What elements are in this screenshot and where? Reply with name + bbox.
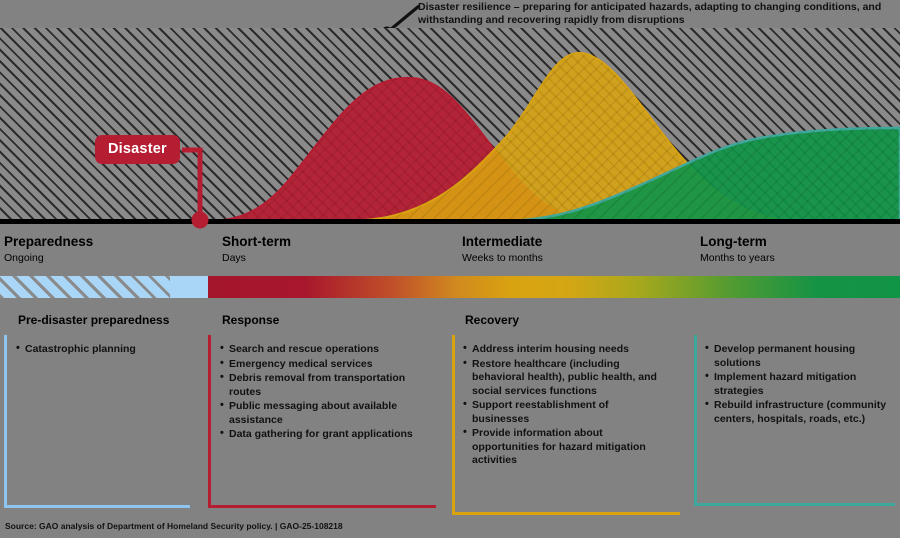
phase-title: Short-term — [222, 234, 292, 249]
list-item: Provide information about opportunities … — [463, 426, 663, 468]
bullet-list-preparedness: Catastrophic planning — [16, 342, 191, 358]
list-item: Restore healthcare (including behavioral… — [463, 357, 663, 399]
bracket-vertical — [694, 335, 697, 506]
phase-gradient-bar — [0, 276, 900, 298]
phase-subtitle: Weeks to months — [462, 252, 543, 264]
source-note: Source: GAO analysis of Department of Ho… — [5, 521, 343, 531]
list-item: Develop permanent housing solutions — [705, 342, 890, 370]
phase-subtitle: Days — [222, 252, 246, 264]
preparedness-striped-bar — [0, 276, 208, 298]
phase-header-long-term: Long-term Months to years — [700, 234, 775, 265]
bracket-horizontal — [694, 503, 895, 506]
bracket-vertical — [208, 335, 211, 508]
list-item: Rebuild infrastructure (community center… — [705, 398, 890, 426]
list-item: Emergency medical services — [220, 357, 420, 372]
bracket-vertical — [452, 335, 455, 515]
list-item: Address interim housing needs — [463, 342, 663, 357]
phase-title: Long-term — [700, 234, 767, 249]
bullet-list-long-term: Develop permanent housing solutions Impl… — [705, 342, 890, 427]
list-item: Search and rescue operations — [220, 342, 420, 357]
column-heading: Pre-disaster preparedness — [18, 313, 170, 327]
disaster-callout: Disaster — [95, 135, 180, 164]
list-item: Implement hazard mitigation strategies — [705, 370, 890, 398]
bracket-long-term — [694, 335, 895, 506]
column-heading: Response — [222, 313, 280, 327]
bullet-list-response: Search and rescue operations Emergency m… — [220, 342, 420, 443]
phase-title: Preparedness — [4, 234, 94, 249]
list-item: Support reestablishment of businesses — [463, 398, 663, 426]
list-item: Debris removal from transportation route… — [220, 371, 420, 399]
bracket-response — [208, 335, 436, 508]
resilience-caption: Disaster resilience – preparing for anti… — [418, 1, 882, 26]
list-item: Public messaging about available assista… — [220, 399, 420, 427]
chart-band — [0, 28, 900, 221]
bracket-horizontal — [452, 512, 680, 515]
phase-header-short-term: Short-term Days — [222, 234, 291, 265]
phase-header-intermediate: Intermediate Weeks to months — [462, 234, 543, 265]
phase-subtitle: Ongoing — [4, 252, 44, 264]
preparedness-solid-cap — [170, 276, 208, 298]
bracket-vertical — [4, 335, 7, 508]
bracket-preparedness — [4, 335, 190, 508]
bracket-horizontal — [4, 505, 190, 508]
bracket-horizontal — [208, 505, 436, 508]
timeline-axis — [0, 219, 900, 224]
resilience-curves — [207, 51, 900, 221]
phase-header-preparedness: Preparedness Ongoing — [4, 234, 93, 265]
disaster-connector-icon — [182, 147, 209, 229]
bullet-list-recovery: Address interim housing needs Restore he… — [463, 342, 663, 469]
list-item: Data gathering for grant applications — [220, 427, 420, 442]
bracket-recovery — [452, 335, 680, 515]
list-item: Catastrophic planning — [16, 342, 191, 357]
column-heading: Recovery — [465, 313, 520, 327]
curve-mitigation — [499, 126, 900, 221]
response-to-longterm-gradient — [208, 276, 900, 298]
phase-subtitle: Months to years — [700, 252, 775, 264]
phase-title: Intermediate — [462, 234, 543, 249]
